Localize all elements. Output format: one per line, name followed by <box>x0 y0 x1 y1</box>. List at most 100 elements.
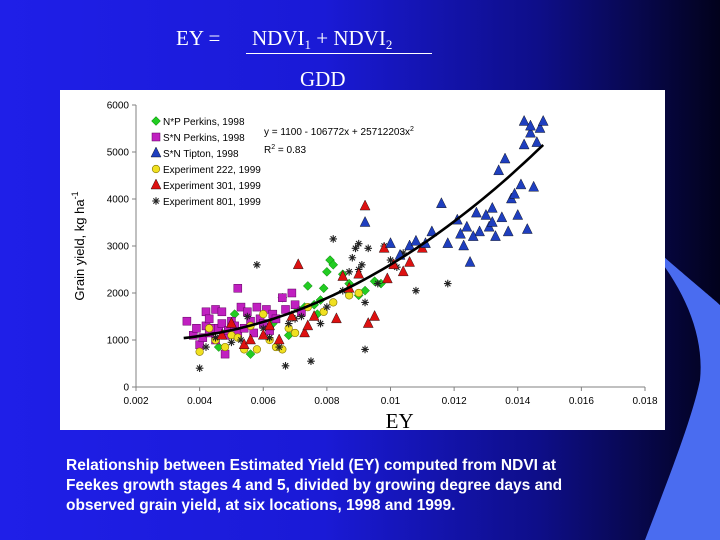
data-point <box>292 258 304 270</box>
data-point <box>493 164 504 176</box>
data-point <box>273 333 285 345</box>
formula-numerator: NDVI1 + NDVI2 <box>252 26 392 53</box>
data-point <box>192 324 201 333</box>
data-point <box>329 298 338 307</box>
chart-panel: 0.002 0.004 0.006 0.008 0.01 0.012 0.014 0.016 0… <box>60 90 665 430</box>
y-tick-label: 5000 <box>107 148 130 159</box>
data-point <box>252 302 262 312</box>
data-point <box>521 223 533 234</box>
data-point <box>518 115 530 126</box>
plus-sign: + <box>311 26 334 50</box>
data-point <box>351 244 360 253</box>
data-point <box>528 180 539 192</box>
legend-label: S*N Tipton, 1998 <box>163 149 239 160</box>
data-point <box>399 249 408 257</box>
data-point <box>385 237 396 248</box>
data-point <box>220 349 230 359</box>
data-point <box>319 307 328 316</box>
data-point <box>245 333 256 345</box>
ndvi2-subscript: 2 <box>385 37 393 52</box>
x-tick-label: 0.006 <box>251 396 276 407</box>
y-tick-label: 1000 <box>107 336 130 347</box>
data-point <box>337 270 349 281</box>
data-point <box>198 333 208 342</box>
data-point <box>211 333 220 342</box>
legend-marker <box>151 116 161 126</box>
y-tick-label: 4000 <box>107 195 130 206</box>
data-point <box>410 234 422 246</box>
data-point <box>499 152 511 164</box>
ndvi1-subscript: 1 <box>304 37 312 52</box>
data-point <box>245 349 256 359</box>
x-tick-label: 0.002 <box>123 396 148 407</box>
data-point <box>455 227 466 239</box>
data-point <box>205 324 214 333</box>
data-point <box>381 272 393 284</box>
data-point <box>531 136 543 147</box>
x-tick-label: 0.018 <box>632 396 657 407</box>
data-point <box>525 126 536 138</box>
data-point <box>412 286 420 295</box>
data-point <box>515 178 527 190</box>
y-tick-label: 3000 <box>107 242 130 253</box>
data-point <box>474 225 485 237</box>
data-point <box>201 307 211 317</box>
legend-marker <box>150 178 162 190</box>
data-point <box>359 199 371 211</box>
slide-caption: Relationship between Estimated Yield (EY… <box>66 457 563 514</box>
x-tick-label: 0.01 <box>381 396 401 407</box>
data-point <box>195 347 204 356</box>
x-tick-label: 0.012 <box>442 396 467 407</box>
data-point <box>286 310 298 321</box>
formula-lhs: EY = <box>176 26 221 50</box>
data-point <box>386 256 395 264</box>
legend-marker <box>152 197 160 205</box>
data-point <box>237 336 245 344</box>
formula-denominator: GDD <box>300 67 346 91</box>
data-point <box>249 328 258 338</box>
data-point <box>275 343 283 351</box>
data-point <box>236 302 246 312</box>
data-point <box>369 310 380 321</box>
y-tick-label: 0 <box>123 383 129 394</box>
data-point <box>443 279 452 288</box>
data-point <box>345 291 354 300</box>
data-point <box>461 220 473 232</box>
data-point <box>217 319 227 328</box>
data-point <box>442 237 454 248</box>
data-point <box>284 319 293 328</box>
ndvi1-label: NDVI <box>252 26 305 50</box>
data-point <box>525 119 536 131</box>
data-point <box>233 284 243 293</box>
r-squared-label: R2 = 0.83 <box>264 144 306 156</box>
data-point <box>252 345 261 354</box>
data-point <box>281 305 290 314</box>
data-point <box>458 239 469 251</box>
data-point <box>287 288 297 298</box>
data-point <box>281 362 290 370</box>
data-point <box>486 201 498 213</box>
data-point <box>278 293 287 302</box>
legend-label: S*N Perkins, 1998 <box>163 133 245 144</box>
y-axis-label-superscript: -1 <box>70 191 80 199</box>
light-blue-wave <box>640 236 720 540</box>
legend-marker <box>151 132 161 142</box>
data-point <box>348 253 357 262</box>
x-tick-label: 0.004 <box>187 396 212 407</box>
data-point <box>362 317 374 328</box>
data-point <box>512 209 524 220</box>
data-point <box>202 343 210 351</box>
data-point <box>502 225 514 237</box>
legend-label: Experiment 301, 1999 <box>163 181 261 192</box>
data-point <box>359 216 371 227</box>
data-point <box>480 209 492 220</box>
x-tick-label: 0.014 <box>505 396 530 407</box>
data-point <box>226 317 237 328</box>
data-point <box>220 342 230 352</box>
data-point <box>253 261 261 269</box>
data-point <box>518 138 530 150</box>
data-point <box>496 211 508 223</box>
data-point <box>290 328 300 338</box>
data-point <box>331 312 342 324</box>
